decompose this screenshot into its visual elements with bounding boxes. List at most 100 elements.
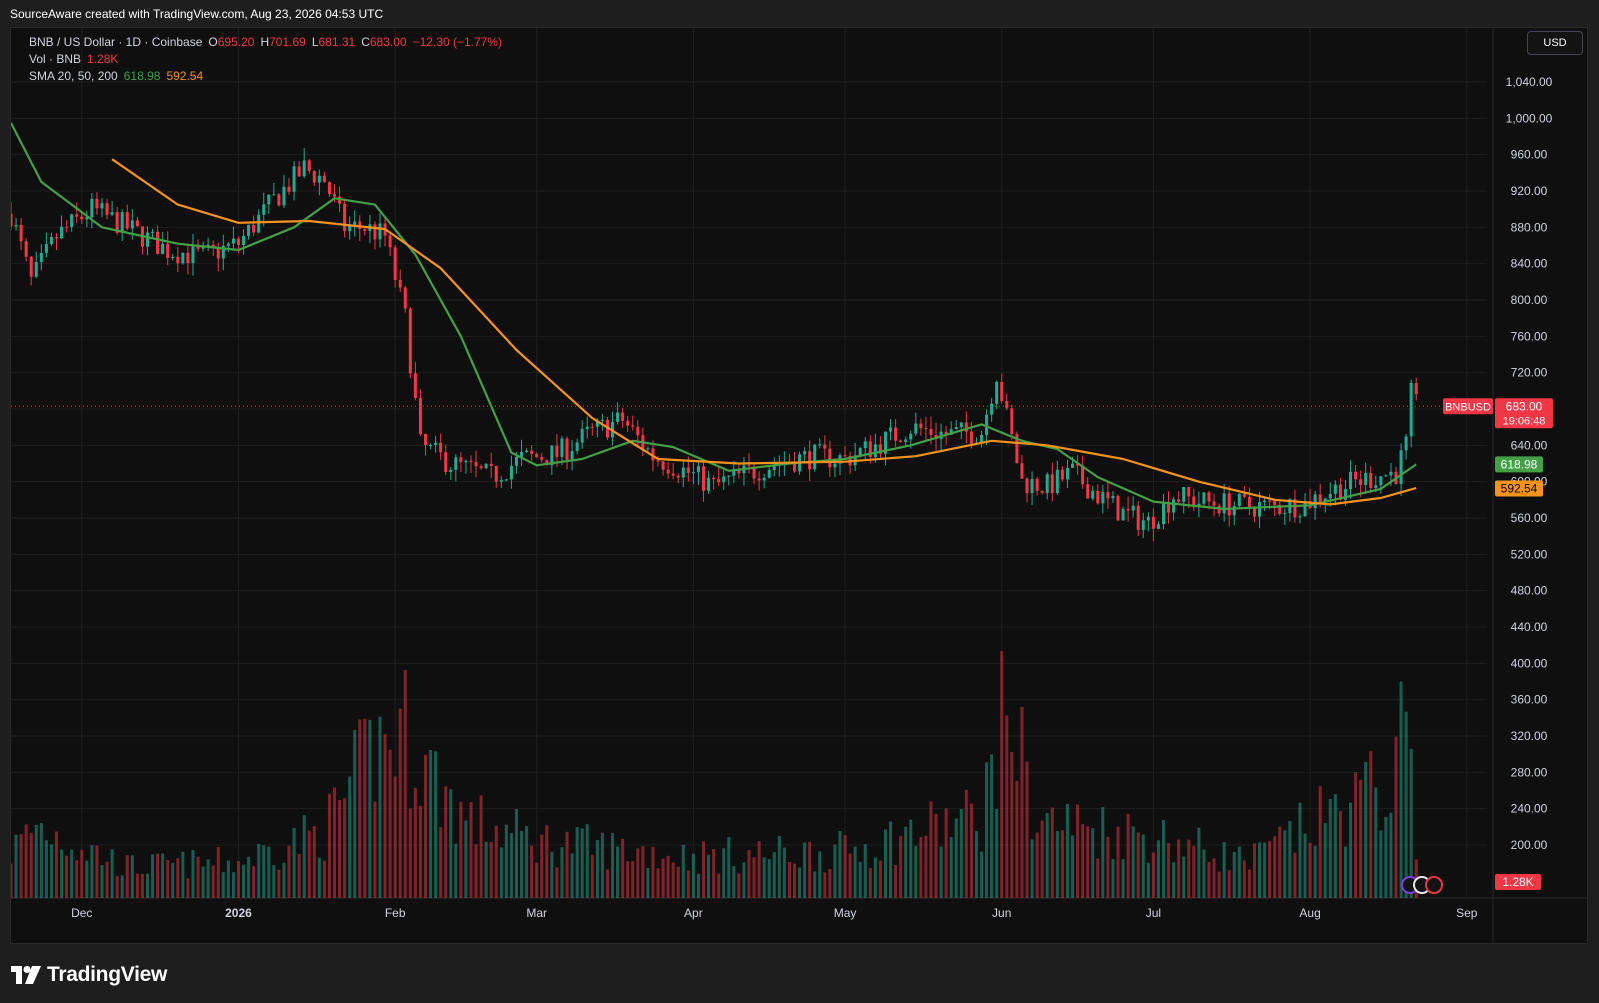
volume-bar xyxy=(1015,780,1019,898)
candle-body xyxy=(1252,507,1256,517)
candle-body xyxy=(115,212,119,233)
candle-body xyxy=(211,244,215,247)
candle-body xyxy=(1323,498,1327,503)
volume-bar xyxy=(1035,832,1039,898)
volume-bar xyxy=(75,860,79,898)
sma-fast-value-tag xyxy=(1495,456,1543,473)
candle-body xyxy=(656,460,660,462)
volume-bar xyxy=(939,846,943,898)
price-axis-label: 800.00 xyxy=(1511,293,1548,307)
candle-body xyxy=(469,460,473,463)
legend-open-label: O xyxy=(208,35,218,49)
candle-body xyxy=(282,186,286,206)
candle-body xyxy=(585,426,589,429)
volume-bar xyxy=(1000,651,1004,898)
volume-bar xyxy=(1005,715,1009,898)
event-icon xyxy=(1425,876,1443,894)
volume-bar xyxy=(1136,832,1140,898)
candle-body xyxy=(49,236,53,245)
chart-pane[interactable]: 200.00 240.00 280.00 320.00 360.00 400.00 440.… xyxy=(10,27,1588,944)
candle-body xyxy=(418,398,422,434)
volume-bar xyxy=(49,844,53,898)
volume-bar xyxy=(282,862,286,898)
volume-bar xyxy=(1050,807,1054,898)
candle-body xyxy=(1126,508,1130,511)
candle-body xyxy=(348,225,352,232)
price-axis-label: 720.00 xyxy=(1511,366,1548,380)
time-axis-label: Sep xyxy=(1456,906,1478,920)
volume-bar xyxy=(621,838,625,898)
candle-body xyxy=(600,419,604,421)
volume-bar xyxy=(848,853,852,898)
candle-body xyxy=(823,444,827,449)
volume-bar xyxy=(883,829,887,898)
volume-bar xyxy=(863,844,867,898)
candle-body xyxy=(75,214,79,217)
volume-bar xyxy=(1227,870,1231,898)
candle-body xyxy=(1141,520,1145,530)
candle-body xyxy=(24,241,28,257)
volume-bar xyxy=(545,825,549,898)
volume-bar xyxy=(742,862,746,898)
volume-bar xyxy=(894,864,898,898)
candle-body xyxy=(34,262,38,277)
volume-bar xyxy=(1263,842,1267,898)
attribution-text: SourceAware created with TradingView.com… xyxy=(10,7,384,21)
volume-bar xyxy=(626,861,630,898)
volume-bar xyxy=(924,835,928,898)
volume-bar xyxy=(34,824,38,898)
volume-bar xyxy=(1217,871,1221,898)
candle-body xyxy=(1303,501,1307,517)
volume-bar xyxy=(206,859,210,898)
price-axis-label: 960.00 xyxy=(1511,148,1548,162)
volume-bar xyxy=(1379,830,1383,898)
candle-body xyxy=(1268,500,1272,502)
volume-bar xyxy=(312,826,316,898)
candle-body xyxy=(1091,490,1095,499)
volume-bar xyxy=(1399,681,1403,898)
volume-bar xyxy=(358,719,362,898)
candle-body xyxy=(954,427,958,430)
currency-button[interactable]: USD xyxy=(1527,31,1583,55)
price-chart[interactable]: 200.00 240.00 280.00 320.00 360.00 400.00 440.… xyxy=(11,28,1587,943)
volume-bar xyxy=(1096,858,1100,898)
candle-body xyxy=(732,469,736,476)
candle-body xyxy=(1389,471,1393,476)
candle-body xyxy=(1076,463,1080,466)
volume-bar xyxy=(262,845,266,898)
candle-body xyxy=(125,212,129,229)
candle-body xyxy=(727,475,731,477)
candle-body xyxy=(1172,499,1176,513)
candle-body xyxy=(1070,463,1075,468)
candle-body xyxy=(858,448,862,456)
volume-bar xyxy=(959,809,963,898)
legend-volume-value: 1.28K xyxy=(87,52,119,66)
candle-body xyxy=(1000,381,1004,402)
candle-body xyxy=(429,445,433,447)
volume-bar xyxy=(1060,830,1064,898)
volume-bar xyxy=(1197,827,1201,898)
volume-bar xyxy=(196,856,200,898)
volume-bar xyxy=(873,857,877,898)
legend-high: 701.69 xyxy=(269,35,306,49)
volume-bar xyxy=(1384,816,1388,898)
candle-body xyxy=(388,235,392,248)
volume-bar xyxy=(231,872,235,898)
volume-bar xyxy=(469,802,473,898)
volume-bar xyxy=(1187,839,1191,898)
volume-bar xyxy=(818,851,822,898)
volume-bar xyxy=(1111,859,1115,898)
candle-body xyxy=(681,467,685,478)
volume-bar xyxy=(1207,861,1211,898)
volume-bar xyxy=(1258,842,1262,898)
candle-body xyxy=(1081,465,1085,485)
price-axis-label: 200.00 xyxy=(1511,838,1548,852)
volume-bar xyxy=(889,821,893,898)
volume-bar xyxy=(317,857,321,898)
volume-bar xyxy=(616,846,620,898)
candle-body xyxy=(1101,492,1105,504)
candle-body xyxy=(747,465,751,467)
volume-bar xyxy=(186,878,190,898)
candle-body xyxy=(181,252,185,264)
candle-body xyxy=(520,452,524,457)
